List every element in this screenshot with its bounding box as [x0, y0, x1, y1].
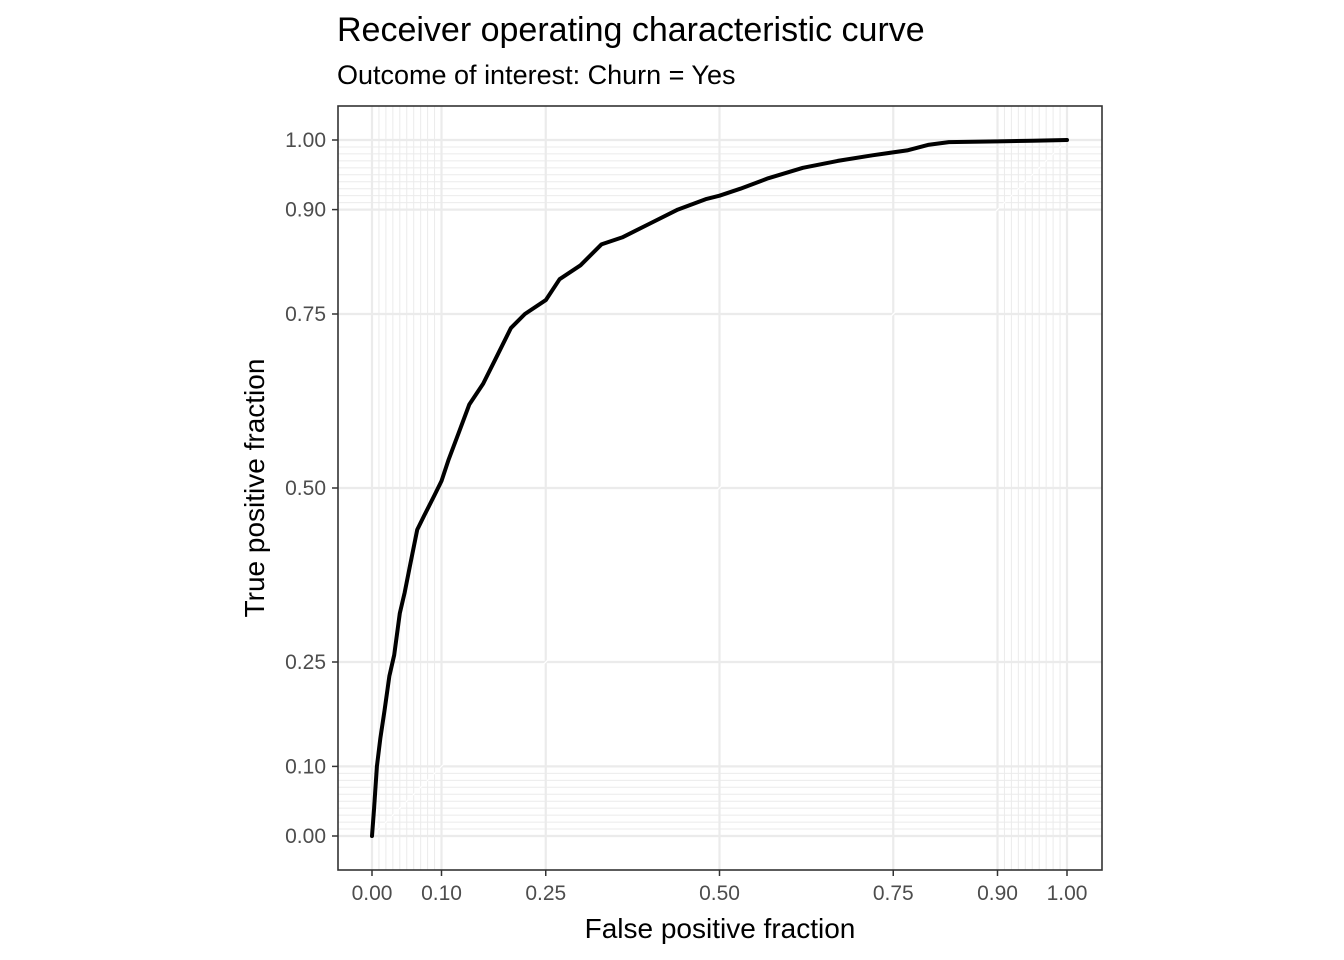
- plot-area: [337, 105, 1103, 871]
- y-axis: 0.00 0.10 0.25 0.50 0.75 0.90 1.00: [285, 129, 338, 848]
- y-tick-label: 1.00: [285, 129, 326, 152]
- chart-subtitle: Outcome of interest: Churn = Yes: [337, 60, 735, 90]
- y-tick-label: 0.50: [285, 477, 326, 500]
- x-tick-label: 0.25: [525, 882, 566, 905]
- x-axis-title: False positive fraction: [585, 913, 856, 944]
- reference-diagonal: [371, 139, 1068, 837]
- y-tick-label: 0.10: [285, 755, 326, 778]
- roc-curve-line: [370, 138, 1069, 838]
- x-tick-label: 0.75: [873, 882, 914, 905]
- x-tick-label: 0.00: [352, 882, 393, 905]
- major-grid: [338, 106, 1102, 870]
- y-axis-title: True positive fraction: [239, 359, 270, 618]
- chart-title: Receiver operating characteristic curve: [337, 11, 925, 49]
- x-tick-label: 0.90: [977, 882, 1018, 905]
- y-tick-label: 0.90: [285, 199, 326, 222]
- y-tick-label: 0.25: [285, 651, 326, 674]
- y-tick-label: 0.00: [285, 825, 326, 848]
- x-tick-label: 0.50: [699, 882, 740, 905]
- x-tick-label: 0.10: [421, 882, 462, 905]
- x-axis: 0.00 0.10 0.25 0.50 0.75 0.90 1.00: [352, 870, 1088, 905]
- x-tick-label: 1.00: [1047, 882, 1088, 905]
- y-tick-label: 0.75: [285, 303, 326, 326]
